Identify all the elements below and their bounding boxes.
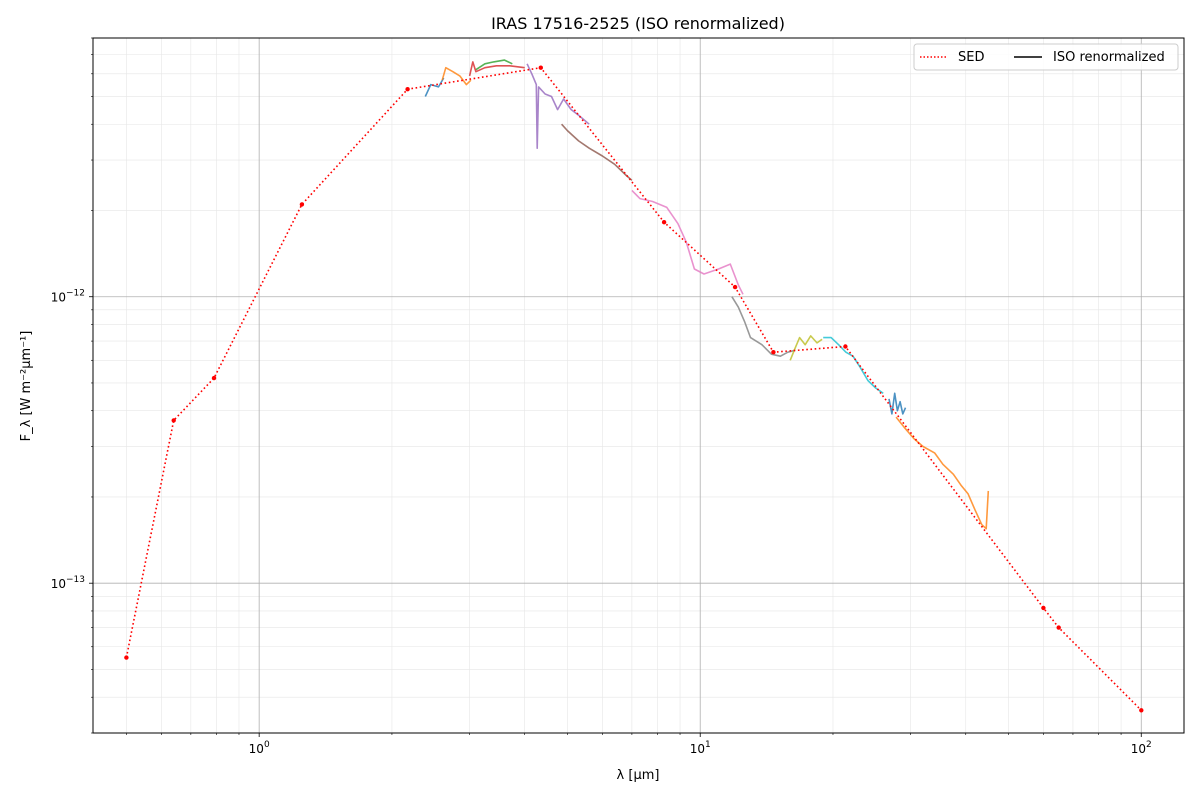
x-tick-label: 101	[690, 740, 711, 756]
x-tick-label: 102	[1131, 740, 1152, 756]
sed-point	[771, 350, 776, 355]
sed-point	[405, 87, 410, 92]
major-grid	[93, 38, 1184, 733]
iso-segment-line	[475, 59, 513, 71]
sed-point	[1139, 708, 1144, 713]
iso-segment-line	[424, 77, 445, 97]
sed-series	[124, 65, 1144, 713]
tick-labels: 100 101 102 10−13 10−12	[51, 289, 1152, 756]
sed-point	[843, 344, 848, 349]
x-tick-label: 100	[249, 740, 270, 756]
iso-segment-line	[441, 66, 472, 86]
legend-iso-label: ISO renormalized	[1053, 50, 1165, 65]
sed-point	[299, 202, 305, 207]
iso-segment-line	[888, 392, 907, 415]
minor-grid	[93, 37, 1184, 734]
y-tick-label: 10−12	[51, 289, 85, 305]
sed-point	[171, 418, 176, 423]
iso-segment-line	[789, 335, 823, 361]
legend-box	[913, 43, 1179, 71]
iso-renormalized-series	[424, 59, 990, 530]
iso-segment-line	[731, 296, 796, 357]
chart-title: IRAS 17516-2525 (ISO renormalized)	[491, 14, 785, 33]
sed-point	[732, 284, 738, 290]
sed-point	[211, 375, 217, 381]
x-axis-label: λ [μm]	[617, 768, 660, 783]
axis-ticks	[89, 37, 1142, 737]
sed-point	[661, 220, 667, 225]
plot-frame	[92, 37, 1185, 734]
iso-segment-line	[526, 63, 590, 149]
legend: SED ISO renormalized	[913, 43, 1179, 71]
sed-point	[538, 65, 543, 70]
iso-segment-line	[468, 61, 525, 77]
y-tick-label: 10−13	[51, 575, 85, 591]
legend-sed-label: SED	[958, 50, 984, 65]
y-axis-label: F_λ [W m⁻²μm⁻¹]	[19, 331, 34, 442]
sed-point	[1041, 605, 1046, 611]
iso-segment-line	[631, 189, 744, 295]
sed-point	[124, 655, 129, 660]
sed-point	[1056, 625, 1061, 630]
iso-segment-line	[895, 416, 990, 530]
